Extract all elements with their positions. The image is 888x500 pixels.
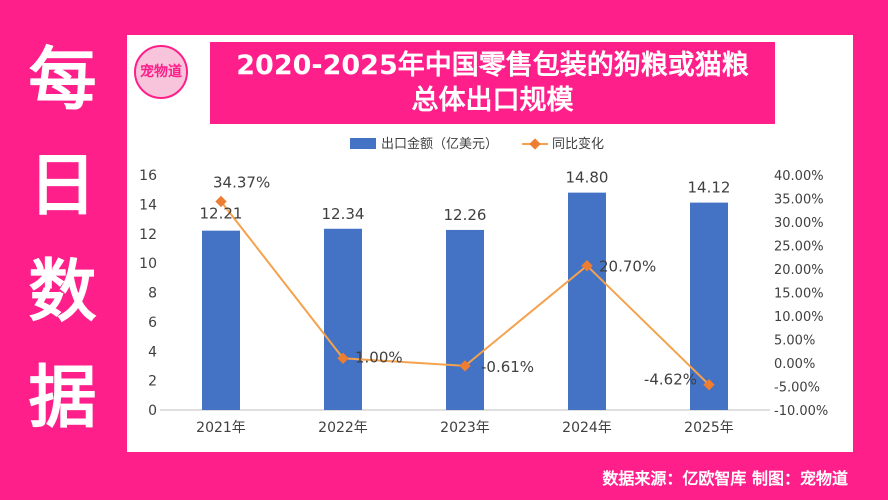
y-right-tick-label: 40.00% — [774, 169, 824, 184]
bar-value-label: 14.12 — [688, 179, 731, 197]
bar — [568, 192, 606, 410]
yoy-marker — [459, 360, 471, 372]
chart-title-line-1: 2020-2025年中国零售包装的狗粮或猫粮 — [236, 50, 749, 81]
x-tick-label: 2024年 — [562, 420, 612, 436]
y-left-tick-label: 16 — [139, 168, 157, 184]
yoy-marker — [215, 195, 227, 208]
x-tick-label: 2025年 — [684, 420, 734, 436]
line-value-label: 1.00% — [355, 348, 403, 366]
line-value-label: -0.61% — [481, 358, 534, 376]
brand-logo: 宠物道 — [134, 45, 188, 99]
side-title-char-3: 数 — [28, 253, 97, 332]
yoy-marker — [581, 260, 593, 272]
y-right-tick-label: 25.00% — [774, 240, 824, 255]
y-right-tick-label: -5.00% — [774, 381, 820, 396]
y-left-tick-label: 10 — [139, 256, 157, 272]
source-footer: 数据来源：亿欧智库 制图：宠物道 — [602, 469, 848, 488]
legend-line-label: 同比变化 — [552, 136, 604, 152]
y-right-tick-label: 5.00% — [774, 334, 815, 349]
side-title-char-1: 每 — [28, 41, 97, 120]
y-left-tick-label: 12 — [139, 227, 157, 243]
yoy-marker — [703, 379, 715, 391]
bar-value-label: 12.26 — [444, 206, 487, 224]
y-left-tick-label: 8 — [148, 286, 157, 302]
side-title-char-2: 日 — [28, 147, 97, 226]
y-right-tick-label: 20.00% — [774, 263, 824, 278]
bar — [324, 228, 362, 410]
bar-value-label: 12.21 — [200, 205, 243, 223]
bar-value-label: 14.80 — [566, 169, 609, 187]
x-tick-label: 2023年 — [440, 420, 490, 436]
y-left-tick-label: 2 — [148, 374, 157, 390]
line-value-label: 20.70% — [599, 258, 656, 276]
y-left-tick-label: 6 — [148, 315, 157, 331]
line-value-label: 34.37% — [213, 173, 270, 191]
chart-title-line-2: 总体出口规模 — [411, 85, 574, 116]
y-right-tick-label: 30.00% — [774, 216, 824, 231]
y-right-tick-label: 15.00% — [774, 287, 824, 302]
line-value-label: -4.62% — [644, 371, 697, 389]
y-left-tick-label: 0 — [148, 403, 157, 419]
yoy-marker — [337, 352, 349, 364]
y-left-tick-label: 4 — [148, 344, 157, 360]
x-tick-label: 2022年 — [318, 420, 368, 436]
y-left-tick-label: 14 — [139, 197, 157, 213]
bar — [202, 230, 240, 410]
chart-title: 2020-2025年中国零售包装的狗粮或猫粮 总体出口规模 — [210, 42, 775, 124]
y-right-tick-label: 0.00% — [774, 357, 815, 372]
bar-value-label: 12.34 — [322, 205, 365, 223]
legend-bar-label: 出口金额（亿美元） — [381, 136, 498, 152]
side-title: 每 日 数 据 — [0, 40, 125, 440]
y-right-tick-label: 35.00% — [774, 193, 824, 208]
y-right-tick-label: 10.00% — [774, 310, 824, 325]
side-title-char-4: 据 — [28, 359, 97, 438]
bar — [690, 202, 728, 410]
bar — [446, 229, 484, 410]
logo-text: 宠物道 — [140, 63, 182, 80]
y-right-tick-label: -10.00% — [774, 404, 828, 419]
legend-bar-swatch — [350, 138, 376, 149]
legend-line-marker — [529, 138, 541, 150]
x-tick-label: 2021年 — [196, 420, 246, 436]
